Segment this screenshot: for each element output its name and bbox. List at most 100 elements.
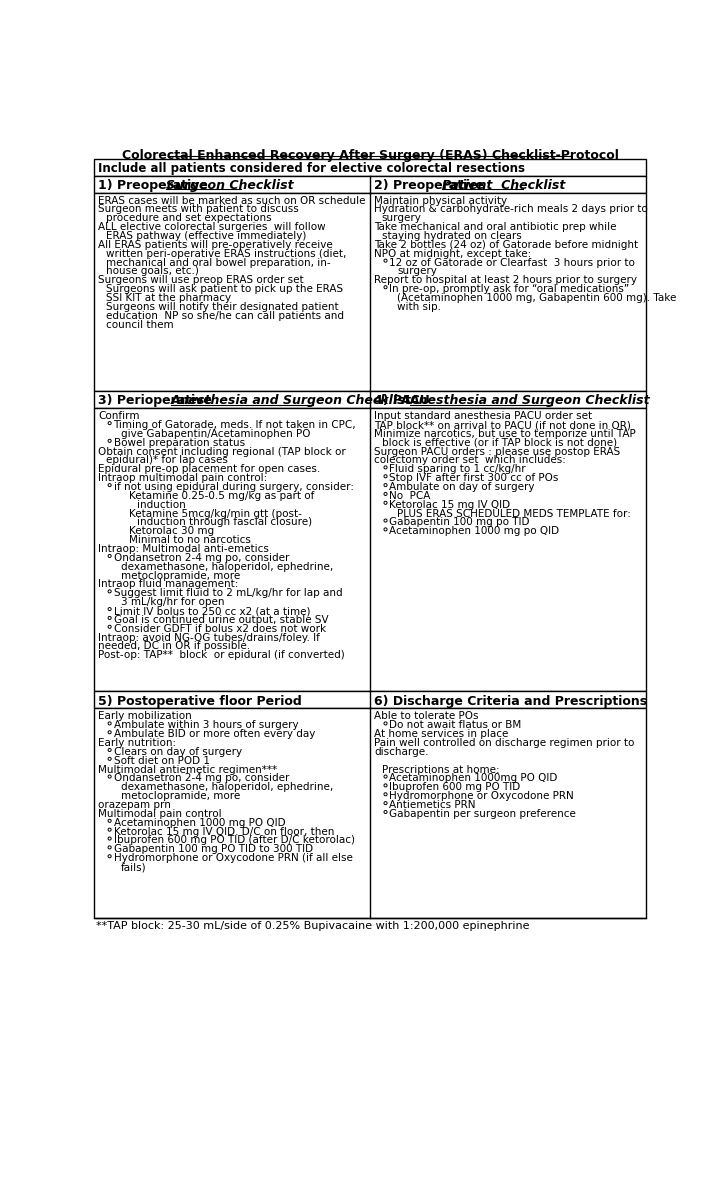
Text: Report to hospital at least 2 hours prior to surgery: Report to hospital at least 2 hours prio… [374,275,637,286]
Text: 4) PACU: 4) PACU [374,395,434,407]
Text: Patient  Checklist: Patient Checklist [442,179,565,192]
Text: 3 mL/kg/hr for open: 3 mL/kg/hr for open [121,598,225,607]
Text: Minimal to no narcotics: Minimal to no narcotics [129,535,251,545]
Text: Ketorolac 15 mg IV QID: Ketorolac 15 mg IV QID [389,499,510,510]
Bar [94,408,646,691]
Text: mechanical and oral bowel preparation, in-: mechanical and oral bowel preparation, i… [105,258,331,268]
Text: Intraop: Multimodal anti-emetics: Intraop: Multimodal anti-emetics [98,544,269,554]
Text: induction: induction [136,499,186,510]
Text: Hydromorphone or Oxycodone PRN (if all else: Hydromorphone or Oxycodone PRN (if all e… [113,853,352,863]
Text: Anesthesia and Surgeon Checklist: Anesthesia and Surgeon Checklist [171,395,412,407]
Text: Ketamine 0.25-0.5 mg/kg as part of: Ketamine 0.25-0.5 mg/kg as part of [129,491,314,500]
Text: give Gabapentin/Acetaminophen PO: give Gabapentin/Acetaminophen PO [121,428,310,439]
Text: Take mechanical and oral antibiotic prep while: Take mechanical and oral antibiotic prep… [374,222,617,232]
Text: Acetaminophen 1000mg PO QID: Acetaminophen 1000mg PO QID [389,774,558,784]
Text: house goals, etc.): house goals, etc.) [105,266,199,276]
Text: 2) Preoperative: 2) Preoperative [374,179,488,192]
Text: orazepam prn: orazepam prn [98,800,171,810]
Text: ALL elective colorectal surgeries  will follow: ALL elective colorectal surgeries will f… [98,222,326,232]
Text: TAP block** on arrival to PACU (if not done in OR): TAP block** on arrival to PACU (if not d… [374,420,631,430]
Text: Prescriptions at home:: Prescriptions at home: [382,764,500,775]
Text: Limit IV bolus to 250 cc x2 (at a time): Limit IV bolus to 250 cc x2 (at a time) [113,606,310,616]
Text: education  NP so she/he can call patients and: education NP so she/he can call patients… [105,311,344,320]
Text: surgery: surgery [397,266,437,276]
Text: needed, DC in OR if possible.: needed, DC in OR if possible. [98,642,250,652]
Text: Hydromorphone or Oxycodone PRN: Hydromorphone or Oxycodone PRN [389,791,574,802]
Text: Ketamine 5mcg/kg/min gtt (post-: Ketamine 5mcg/kg/min gtt (post- [129,509,302,518]
Text: staying hydrated on clears: staying hydrated on clears [382,232,521,241]
Text: procedure and set expectations: procedure and set expectations [105,214,271,223]
Text: fails): fails) [121,862,147,872]
Text: council them: council them [105,319,173,330]
Text: Ondansetron 2-4 mg po, consider: Ondansetron 2-4 mg po, consider [113,553,289,563]
Text: Soft diet on POD 1: Soft diet on POD 1 [113,756,209,766]
Text: Timing of Gatorade, meds. If not taken in CPC,: Timing of Gatorade, meds. If not taken i… [113,420,356,430]
Text: Hydration & carbohydrate-rich meals 2 days prior to: Hydration & carbohydrate-rich meals 2 da… [374,204,648,215]
Text: Ibuprofen 600 mg PO TID: Ibuprofen 600 mg PO TID [389,782,521,792]
Bar [94,192,646,391]
Text: written peri-operative ERAS instructions (diet,: written peri-operative ERAS instructions… [105,248,346,259]
Text: 6) Discharge Criteria and Prescriptions: 6) Discharge Criteria and Prescriptions [374,695,647,708]
Bar [94,158,646,175]
Text: Multimodal antiemetic regimen***: Multimodal antiemetic regimen*** [98,764,277,775]
Text: block is effective (or if TAP block is not done): block is effective (or if TAP block is n… [382,438,617,448]
Bar [94,175,646,192]
Text: In pre-op, promptly ask for “oral medications”: In pre-op, promptly ask for “oral medica… [389,284,630,294]
Text: Antiemetics PRN: Antiemetics PRN [389,800,476,810]
Text: colectomy order set  which includes:: colectomy order set which includes: [374,456,566,466]
Text: 12 oz of Gatorade or Clearfast  3 hours prior to: 12 oz of Gatorade or Clearfast 3 hours p… [389,258,635,268]
Text: Fluid sparing to 1 cc/kg/hr: Fluid sparing to 1 cc/kg/hr [389,464,526,474]
Text: Include all patients considered for elective colorectal resections: Include all patients considered for elec… [98,162,525,175]
Text: discharge.: discharge. [374,746,428,757]
Text: SSI KIT at the pharmacy: SSI KIT at the pharmacy [105,293,231,302]
Text: Surgeon Checklist: Surgeon Checklist [166,179,294,192]
Text: Pain well controlled on discharge regimen prior to: Pain well controlled on discharge regime… [374,738,634,748]
Text: Intraop multimodal pain control:: Intraop multimodal pain control: [98,473,267,484]
Text: Clears on day of surgery: Clears on day of surgery [113,746,242,757]
Text: Able to tolerate POs: Able to tolerate POs [374,712,479,721]
Text: 5) Postoperative floor Period: 5) Postoperative floor Period [98,695,302,708]
Text: Surgeons will ask patient to pick up the ERAS: Surgeons will ask patient to pick up the… [105,284,343,294]
Text: 1) Preoperative: 1) Preoperative [98,179,212,192]
Text: PLUS ERAS SCHEDULED MEDS TEMPLATE for:: PLUS ERAS SCHEDULED MEDS TEMPLATE for: [397,509,631,518]
Text: metoclopramide, more: metoclopramide, more [121,791,240,802]
Text: NPO at midnight, except take:: NPO at midnight, except take: [374,248,531,259]
Text: epidural)* for lap cases: epidural)* for lap cases [105,456,227,466]
Bar [94,391,646,408]
Text: Acetaminophen 1000 mg po QID: Acetaminophen 1000 mg po QID [389,527,560,536]
Text: dexamethasone, haloperidol, ephedrine,: dexamethasone, haloperidol, ephedrine, [121,562,334,571]
Text: if not using epidural during surgery, consider:: if not using epidural during surgery, co… [113,482,354,492]
Text: Gabapentin 100 mg PO TID to 300 TID: Gabapentin 100 mg PO TID to 300 TID [113,845,313,854]
Text: Input standard anesthesia PACU order set: Input standard anesthesia PACU order set [374,412,592,421]
Text: ERAS pathway (effective immediately): ERAS pathway (effective immediately) [105,232,306,241]
Text: Surgeons will notify their designated patient: Surgeons will notify their designated pa… [105,302,339,312]
Text: Ondansetron 2-4 mg po, consider: Ondansetron 2-4 mg po, consider [113,774,289,784]
Text: Gabapentin 100 mg po TID: Gabapentin 100 mg po TID [389,517,530,528]
Text: All ERAS patients will pre-operatively receive: All ERAS patients will pre-operatively r… [98,240,333,250]
Text: At home services in place: At home services in place [374,730,508,739]
Text: with sip.: with sip. [397,302,441,312]
Text: Suggest limit fluid to 2 mL/kg/hr for lap and: Suggest limit fluid to 2 mL/kg/hr for la… [113,588,342,599]
Text: dexamethasone, haloperidol, ephedrine,: dexamethasone, haloperidol, ephedrine, [121,782,334,792]
Text: Goal is continued urine output, stable SV: Goal is continued urine output, stable S… [113,614,328,625]
Text: Ambulate on day of surgery: Ambulate on day of surgery [389,482,535,492]
Text: Take 2 bottles (24 oz) of Gatorade before midnight: Take 2 bottles (24 oz) of Gatorade befor… [374,240,638,250]
Bar [94,708,646,918]
Text: ERAS cases will be marked as such on OR schedule: ERAS cases will be marked as such on OR … [98,196,365,205]
Text: Colorectal Enhanced Recovery After Surgery (ERAS) Checklist-Protocol: Colorectal Enhanced Recovery After Surge… [121,149,619,162]
Text: Ambulate BID or more often every day: Ambulate BID or more often every day [113,730,315,739]
Bar [94,691,646,708]
Text: Ketorolac 30 mg: Ketorolac 30 mg [129,527,214,536]
Text: No  PCA: No PCA [389,491,431,500]
Text: Gabapentin per surgeon preference: Gabapentin per surgeon preference [389,809,576,818]
Text: (Acetaminophen 1000 mg, Gabapentin 600 mg). Take: (Acetaminophen 1000 mg, Gabapentin 600 m… [397,293,677,302]
Text: Obtain consent including regional (TAP block or: Obtain consent including regional (TAP b… [98,446,346,457]
Text: Intraop: avoid NG-OG tubes/drains/foley. If: Intraop: avoid NG-OG tubes/drains/foley.… [98,632,320,642]
Text: Acetaminophen 1000 mg PO QID: Acetaminophen 1000 mg PO QID [113,817,285,828]
Text: Confirm: Confirm [98,412,139,421]
Text: Ketorolac 15 mg IV QID. D/C on floor, then: Ketorolac 15 mg IV QID. D/C on floor, th… [113,827,334,836]
Text: Surgeon meets with patient to discuss: Surgeon meets with patient to discuss [98,204,299,215]
Text: Consider GDFT if bolus x2 does not work: Consider GDFT if bolus x2 does not work [113,624,326,634]
Text: Stop IVF after first 300 cc of POs: Stop IVF after first 300 cc of POs [389,473,559,484]
Text: 3) Perioperative: 3) Perioperative [98,395,217,407]
